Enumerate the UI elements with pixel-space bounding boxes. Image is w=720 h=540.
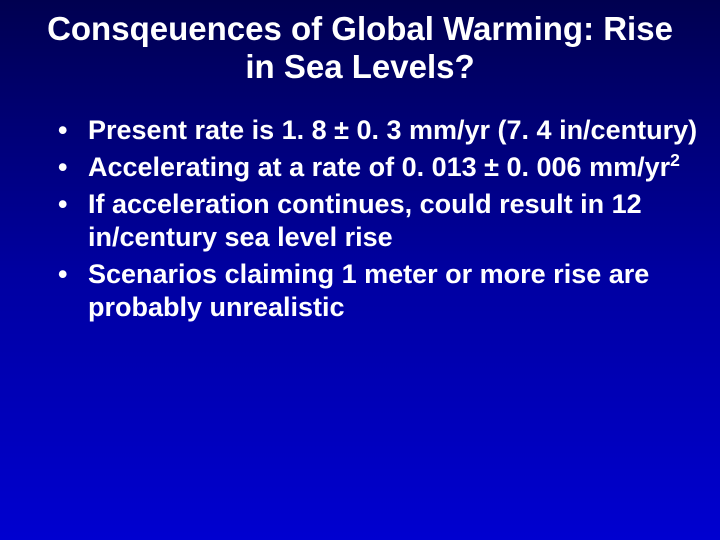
bullet-text: Present rate is 1. 8 ± 0. 3 mm/yr (7. 4 … xyxy=(88,115,697,145)
bullet-item: If acceleration continues, could result … xyxy=(58,188,700,254)
bullet-item: Present rate is 1. 8 ± 0. 3 mm/yr (7. 4 … xyxy=(58,114,700,147)
bullet-item: Scenarios claiming 1 meter or more rise … xyxy=(58,258,700,324)
slide: Consqeuences of Global Warming: Rise in … xyxy=(0,0,720,540)
bullet-item: Accelerating at a rate of 0. 013 ± 0. 00… xyxy=(58,151,700,184)
bullet-text: Scenarios claiming 1 meter or more rise … xyxy=(88,259,649,322)
slide-title: Consqeuences of Global Warming: Rise in … xyxy=(20,10,700,86)
bullet-text: Accelerating at a rate of 0. 013 ± 0. 00… xyxy=(88,152,670,182)
bullet-sup: 2 xyxy=(670,150,680,170)
bullet-list: Present rate is 1. 8 ± 0. 3 mm/yr (7. 4 … xyxy=(20,114,700,324)
bullet-text: If acceleration continues, could result … xyxy=(88,189,642,252)
